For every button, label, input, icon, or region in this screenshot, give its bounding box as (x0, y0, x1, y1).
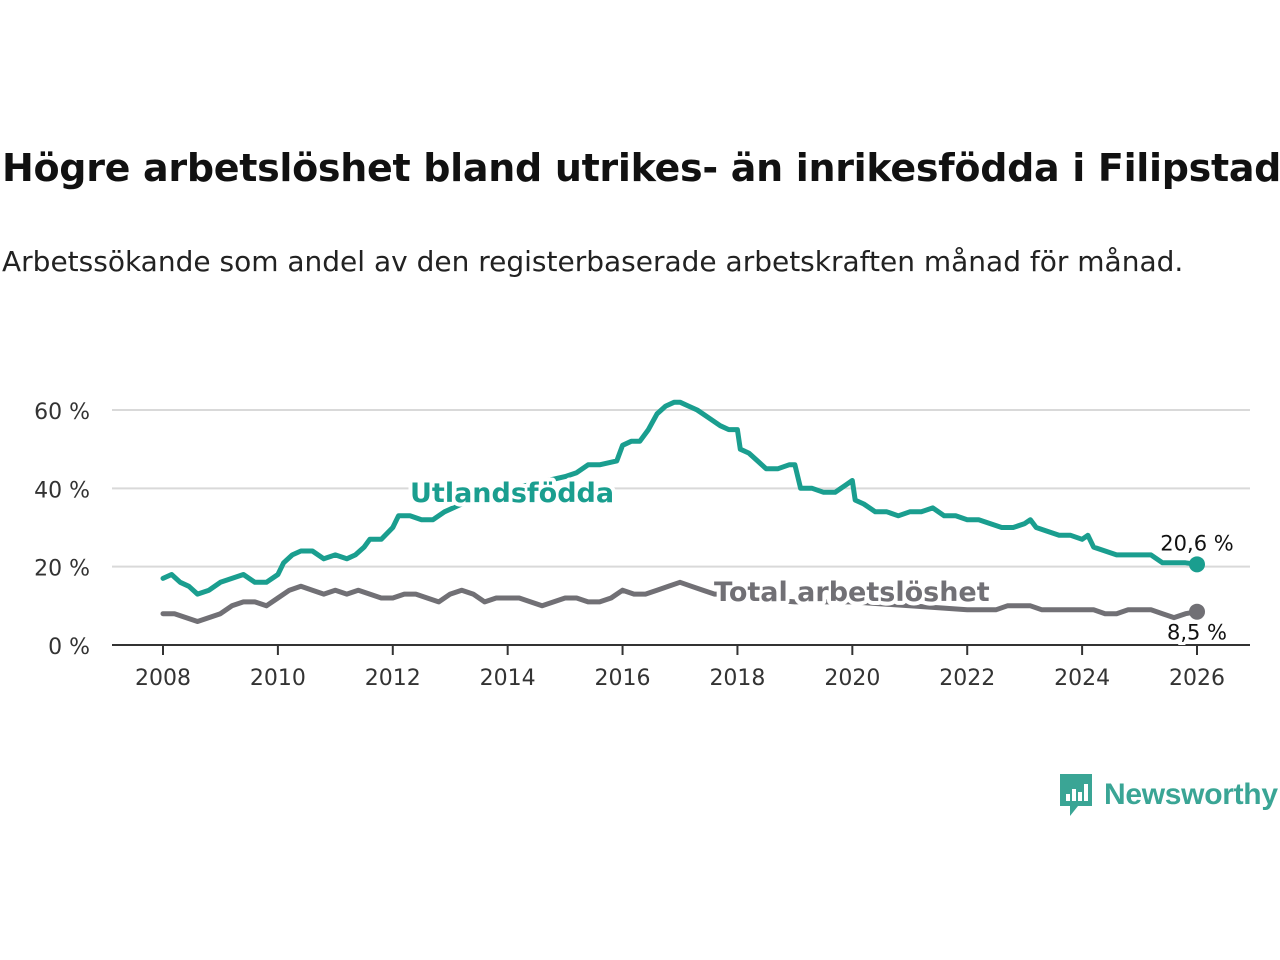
series-line-utlandsfodda (160, 399, 1200, 597)
x-tick-label: 2008 (135, 666, 191, 691)
end-point-total (1189, 603, 1205, 620)
x-tick-label: 2018 (709, 666, 765, 691)
x-tick-label: 2010 (250, 666, 306, 691)
newsworthy-brand[interactable]: Newsworthy (1058, 772, 1278, 818)
y-tick-label: 60 % (34, 400, 90, 425)
chart-subtitle: Arbetssökande som andel av den registerb… (2, 245, 1184, 278)
end-point-utlandsfodda (1189, 556, 1205, 573)
end-label-utlandsfodda: 20,6 % (1160, 531, 1233, 555)
x-tick-label: 2024 (1054, 666, 1110, 691)
series-line-total (160, 579, 1200, 624)
series-label-total: Total arbetslöshet (714, 577, 990, 608)
end-label-total: 8,5 % (1167, 621, 1227, 645)
chart-title: Högre arbetslöshet bland utrikes- än inr… (2, 146, 1280, 190)
y-tick-label: 40 % (34, 478, 90, 503)
newsworthy-wordmark: Newsworthy (1104, 778, 1278, 811)
x-tick-label: 2012 (365, 666, 421, 691)
x-tick-label: 2022 (939, 666, 995, 691)
x-tick-label: 2016 (595, 666, 651, 691)
newsworthy-logo-icon (1060, 774, 1092, 816)
x-tick-label: 2020 (824, 666, 880, 691)
series-label-utlandsfodda: Utlandsfödda (410, 478, 614, 509)
x-tick-label: 2014 (480, 666, 536, 691)
y-tick-label: 0 % (48, 635, 90, 660)
y-tick-label: 20 % (34, 557, 90, 582)
x-tick-label: 2026 (1169, 666, 1225, 691)
